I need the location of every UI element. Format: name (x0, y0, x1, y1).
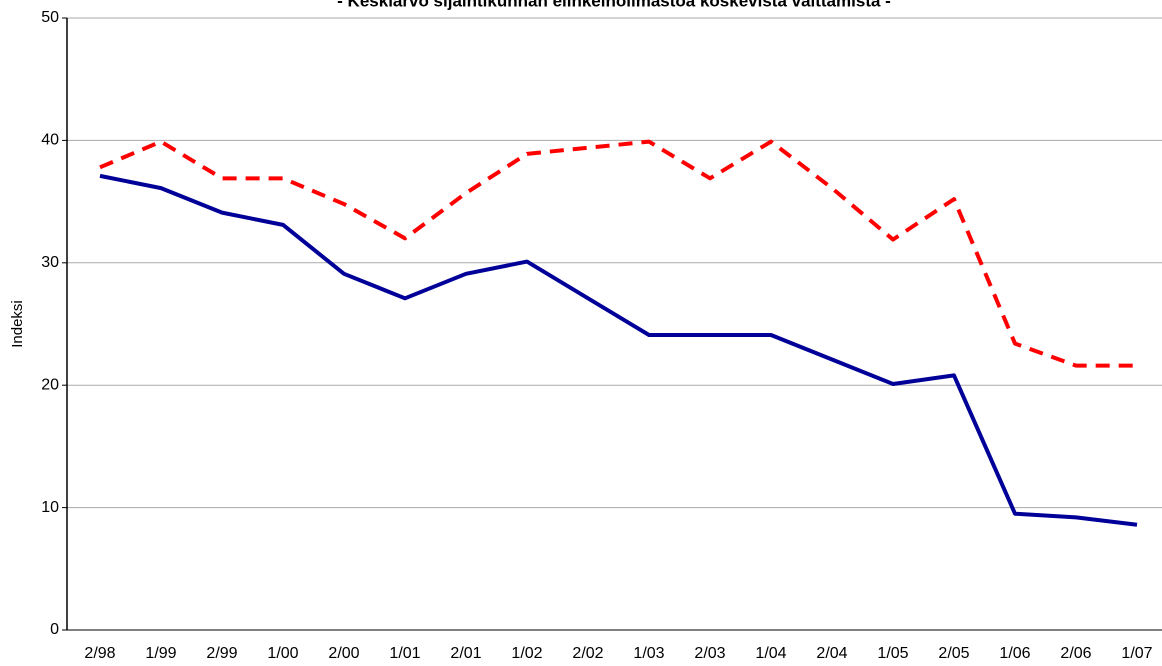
x-tick-label: 2/06 (1060, 645, 1091, 662)
y-tick-label: 0 (50, 621, 59, 638)
series-line (99, 173, 1138, 527)
x-tick-label: 2/99 (206, 645, 237, 662)
x-tick-label: 2/02 (572, 645, 603, 662)
x-tick-label: 1/04 (755, 645, 786, 662)
y-tick-label: 20 (41, 376, 59, 393)
x-tick-label: 1/01 (389, 645, 420, 662)
x-tick-label: 2/98 (84, 645, 115, 662)
y-tick-label: 30 (41, 254, 59, 271)
y-tick-label: 40 (41, 132, 59, 149)
x-tick-label: 1/03 (633, 645, 664, 662)
x-tick-label: 1/05 (877, 645, 908, 662)
x-tick-label: 1/02 (511, 645, 542, 662)
y-tick-label: 50 (41, 9, 59, 26)
x-tick-label: 2/05 (938, 645, 969, 662)
x-tick-label: 2/00 (328, 645, 359, 662)
x-tick-label: 2/03 (694, 645, 725, 662)
x-tick-label: 2/04 (816, 645, 847, 662)
x-tick-label: 2/01 (450, 645, 481, 662)
x-tick-label: 1/99 (145, 645, 176, 662)
x-tick-label: 1/06 (999, 645, 1030, 662)
x-tick-label: 1/00 (267, 645, 298, 662)
chart-title: - Keskiarvo sijaintikunnan elinkeinoilma… (337, 0, 891, 10)
x-tick-label: 1/07 (1121, 645, 1152, 662)
series-line (99, 139, 1137, 368)
y-axis-label: Indeksi (9, 300, 26, 348)
y-tick-label: 10 (41, 499, 59, 516)
